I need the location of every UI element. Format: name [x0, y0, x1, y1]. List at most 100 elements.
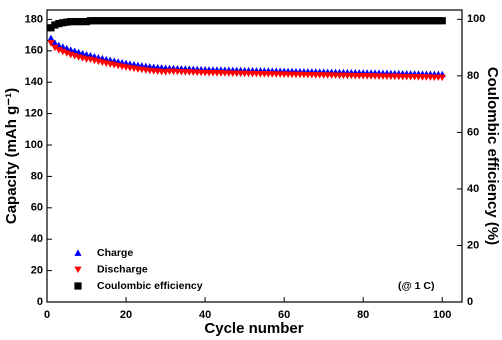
data-point [316, 17, 324, 25]
data-point [418, 17, 427, 25]
data-point [122, 17, 130, 25]
data-point [304, 17, 312, 25]
y2-tick-label: 40 [467, 183, 479, 195]
data-point [205, 17, 213, 25]
data-point [114, 17, 122, 25]
data-point [197, 17, 205, 25]
x-tick-label: 100 [433, 309, 451, 321]
data-point [399, 17, 407, 25]
data-point [165, 17, 174, 25]
data-point [67, 17, 75, 26]
legend-marker [74, 266, 82, 274]
data-point [276, 17, 284, 25]
data-point [339, 17, 348, 25]
data-point [51, 39, 59, 46]
data-point [201, 17, 209, 25]
data-point [335, 17, 344, 25]
y-tick-label: 20 [31, 265, 43, 277]
data-point [134, 17, 142, 25]
data-point [383, 17, 391, 25]
data-point [347, 17, 355, 25]
data-point [359, 17, 367, 25]
data-point [78, 17, 87, 26]
data-point [59, 19, 67, 27]
data-point [118, 17, 126, 25]
data-point [102, 17, 110, 25]
data-point [327, 17, 336, 25]
data-point [233, 17, 241, 25]
data-point [292, 17, 300, 25]
data-point [75, 17, 83, 26]
x-tick-label: 60 [278, 309, 290, 321]
data-point [181, 17, 189, 25]
legend-label: Coulombic efficiency [97, 280, 203, 292]
y-tick-label: 180 [25, 13, 43, 25]
data-point [363, 17, 371, 25]
data-point [71, 17, 79, 26]
legend-label: Discharge [97, 263, 148, 275]
y2-axis-title: Coulombic efficiency (%) [484, 67, 501, 245]
plot-frame [46, 9, 463, 303]
data-point [106, 17, 114, 25]
y-tick-label: 0 [37, 296, 43, 308]
data-point [430, 17, 438, 25]
data-point [213, 17, 221, 25]
data-point [403, 17, 411, 25]
data-point [229, 17, 237, 25]
y-tick-label: 140 [25, 76, 43, 88]
y2-tick-label: 20 [467, 239, 479, 251]
y2-tick-label: 0 [467, 296, 473, 308]
data-point [268, 17, 276, 25]
data-point [94, 17, 102, 25]
data-point [209, 17, 217, 25]
legend-marker [74, 249, 82, 256]
data-point [47, 40, 55, 47]
data-point [177, 17, 185, 25]
data-point [173, 17, 182, 25]
y-axis-title: Capacity (mAh g⁻¹) [3, 88, 20, 224]
data-point [280, 17, 288, 25]
data-point [288, 17, 296, 25]
data-point [296, 17, 304, 25]
data-point [351, 17, 359, 25]
y2-tick-label: 100 [467, 13, 485, 25]
data-point [110, 17, 118, 25]
data-point [161, 17, 170, 25]
y-tick-label: 40 [31, 233, 43, 245]
data-point [82, 17, 91, 26]
data-point [422, 17, 431, 25]
data-point [256, 17, 265, 25]
x-tick-label: 80 [357, 309, 369, 321]
y2-tick-label: 60 [467, 126, 479, 138]
data-point [375, 17, 383, 25]
data-point [320, 17, 328, 25]
y2-tick-label: 80 [467, 70, 479, 82]
data-point [438, 17, 446, 25]
data-point [55, 19, 63, 28]
data-point [51, 21, 59, 29]
data-point [367, 17, 375, 25]
data-point [189, 17, 197, 25]
x-tick-label: 40 [199, 309, 211, 321]
legend-marker [74, 282, 82, 290]
data-point [391, 17, 399, 25]
data-point [51, 44, 59, 52]
data-point [355, 17, 363, 25]
data-point [264, 17, 272, 25]
data-point [300, 17, 308, 25]
data-point [272, 17, 280, 25]
y-tick-label: 80 [31, 170, 43, 182]
data-point [284, 17, 292, 25]
data-point [244, 17, 253, 25]
data-point [371, 17, 379, 25]
data-point [343, 17, 351, 25]
data-point [248, 17, 257, 25]
data-point [395, 17, 403, 25]
x-tick-label: 0 [44, 309, 50, 321]
data-point [47, 24, 55, 32]
data-point [407, 17, 415, 25]
data-point [130, 17, 138, 25]
data-point [63, 18, 71, 26]
